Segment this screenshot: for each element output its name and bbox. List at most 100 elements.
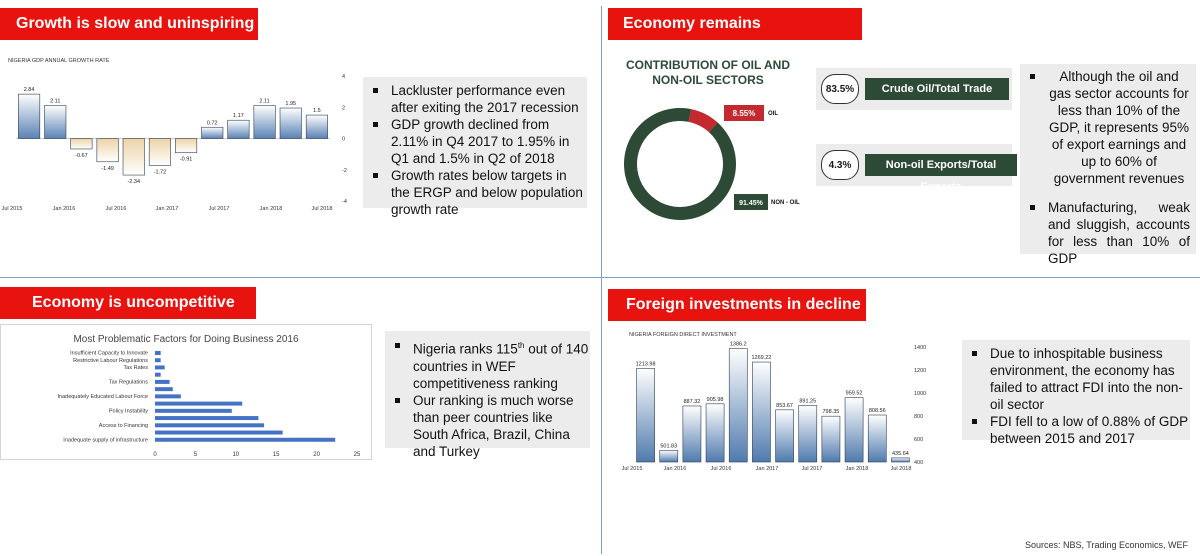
fdi-bar [867, 414, 887, 463]
wef-bar [155, 401, 243, 406]
fdi-y-tick: 400 [914, 460, 923, 466]
fdi-bar [752, 361, 771, 463]
fdi-x-tick: Jan 2017 [756, 466, 779, 472]
wef-category-label: Tax Rates [124, 365, 149, 371]
fdi-value-label: 798.35 [823, 409, 840, 415]
wef-bar [155, 423, 265, 428]
nonoil-value-label: 91.45% [739, 200, 764, 207]
fdi-y-tick: 1000 [914, 391, 926, 397]
gdp-y-tick: -4 [342, 199, 347, 205]
oil-slice-label: OIL [768, 111, 778, 117]
fdi-bar [821, 415, 841, 463]
gdp-bar [70, 138, 93, 150]
gdp-value-label: -1.49 [101, 166, 114, 172]
oil-value-label: 8.55% [733, 109, 756, 118]
fdi-value-label: 1269.22 [751, 355, 771, 361]
fdi-x-tick: Jul 2017 [802, 466, 823, 472]
gdp-x-tick: Jul 2017 [209, 206, 230, 212]
fdi-value-label: 1386.2 [730, 342, 747, 348]
fdi-x-tick: Jan 2016 [664, 466, 687, 472]
competitive-title: Economy is uncompetitive [32, 294, 235, 311]
fdi-value-label: 959.52 [846, 391, 863, 397]
wef-x-tick: 15 [273, 452, 280, 458]
growth-bullets-box: Lackluster performance even after exitin… [363, 77, 587, 217]
fdi-chart-title: NIGERIA FOREIGN DIRECT INVESTMENT [629, 332, 737, 338]
horizontal-divider [0, 277, 1200, 278]
economy-bullet: Manufacturing, weak and sluggish, accoun… [1020, 199, 1190, 267]
wef-category-label: Tax Regulations [109, 380, 148, 386]
fdi-bar [798, 405, 818, 463]
foreign-bullets-box: Due to inhospitable business environment… [962, 340, 1190, 446]
crude-oil-pill: 83.5% Crude Oil/Total Trade [818, 73, 1009, 105]
economy-bullets-box: Although the oil and gas sector accounts… [1020, 64, 1196, 266]
wef-category-label: Inadequate supply of infrastructure [63, 437, 148, 443]
vertical-divider [601, 6, 602, 554]
competitive-bullets-box: Nigeria ranks 115th out of 140 countries… [385, 331, 590, 459]
fdi-bar [659, 449, 679, 463]
gdp-growth-chart: NIGERIA GDP ANNUAL GROWTH RATE 2.84 2.11 -… [2, 58, 347, 212]
fdi-bar [682, 405, 702, 463]
gdp-value-label: 0.72 [207, 120, 218, 126]
growth-bullet-list: Lackluster performance even after exitin… [363, 82, 587, 218]
gdp-y-tick: 0 [342, 137, 345, 143]
fdi-value-label: 905.98 [707, 397, 724, 403]
gdp-value-label: 1.95 [285, 101, 296, 107]
gdp-value-label: -1.72 [154, 169, 167, 175]
wef-category-label: Policy Instability [109, 408, 148, 414]
nonoil-exports-value: 4.3% [821, 150, 859, 180]
foreign-title: Foreign investments in decline [626, 296, 861, 313]
wef-bar [155, 416, 259, 421]
wef-category-label: Insufficient Capacity to Innovate [70, 351, 148, 357]
gdp-x-tick: Jul 2015 [2, 206, 23, 212]
wef-chart-title: Most Problematic Factors for Doing Busin… [73, 334, 299, 345]
competitive-banner: Economy is uncompetitive [0, 287, 256, 319]
rank-text-sup: th [517, 341, 525, 350]
gdp-bar [44, 105, 67, 139]
wef-bar [155, 379, 170, 384]
wef-bar [155, 351, 161, 355]
fdi-value-label: 887.32 [684, 399, 701, 405]
gdp-bar [18, 93, 41, 139]
fdi-value-label: 501.83 [660, 443, 677, 449]
foreign-bullet-list: Due to inhospitable business environment… [962, 345, 1190, 447]
gdp-value-label: -0.67 [75, 153, 88, 159]
rank-text-post: out of 140 countries in WEF competitiven… [413, 341, 589, 391]
gdp-value-label: 2.84 [24, 87, 35, 93]
wef-category-label: Inadequately Educated Labour Force [57, 394, 148, 400]
wef-category-label: Access to Financing [99, 423, 148, 429]
wef-bar [155, 437, 336, 442]
gdp-value-label: -0.91 [180, 157, 193, 163]
competitive-bullet: Nigeria ranks 115th out of 140 countries… [385, 337, 590, 392]
growth-bullet: Growth rates below targets in the ERGP a… [363, 167, 587, 218]
wef-x-tick: 5 [194, 452, 198, 458]
gdp-bar [96, 138, 119, 163]
competitive-bullet: Our ranking is much worse than peer coun… [385, 392, 590, 460]
foreign-bullet: FDI fell to a low of 0.88% of GDP betwee… [962, 413, 1190, 447]
fdi-value-label: 1213.98 [636, 361, 656, 367]
gdp-x-tick: Jul 2018 [312, 206, 333, 212]
wef-bar [155, 394, 181, 399]
gdp-bar [305, 114, 328, 139]
fdi-x-tick: Jul 2016 [711, 466, 732, 472]
gdp-value-label: -2.34 [127, 179, 140, 185]
gdp-chart-title: NIGERIA GDP ANNUAL GROWTH RATE [8, 58, 110, 64]
wef-category-label: Restrictive Labour Regulations [73, 358, 148, 364]
fdi-y-tick: 800 [914, 414, 923, 420]
nonoil-slice-label: NON - OIL [771, 200, 800, 206]
gdp-x-tick: Jan 2017 [156, 206, 179, 212]
wef-bar [155, 358, 161, 363]
economy-bullet: Although the oil and gas sector accounts… [1020, 68, 1190, 187]
donut-slice-oil [688, 109, 718, 133]
gdp-value-label: 2.11 [50, 99, 60, 105]
wef-x-tick: 10 [232, 452, 239, 458]
fdi-bar [891, 457, 910, 463]
fdi-x-tick: Jul 2015 [622, 466, 643, 472]
economy-title: Economy remains undiversified [623, 15, 761, 64]
gdp-value-label: 1.17 [233, 113, 244, 119]
oil-donut-chart: 8.55% OIL 91.45% NON - OIL [624, 105, 800, 220]
wef-x-tick: 25 [354, 452, 361, 458]
wef-bar [155, 387, 173, 392]
donut-slice-nonoil [624, 108, 736, 220]
growth-title: Growth is slow and uninspiring [16, 15, 255, 32]
fdi-bar [844, 397, 864, 463]
